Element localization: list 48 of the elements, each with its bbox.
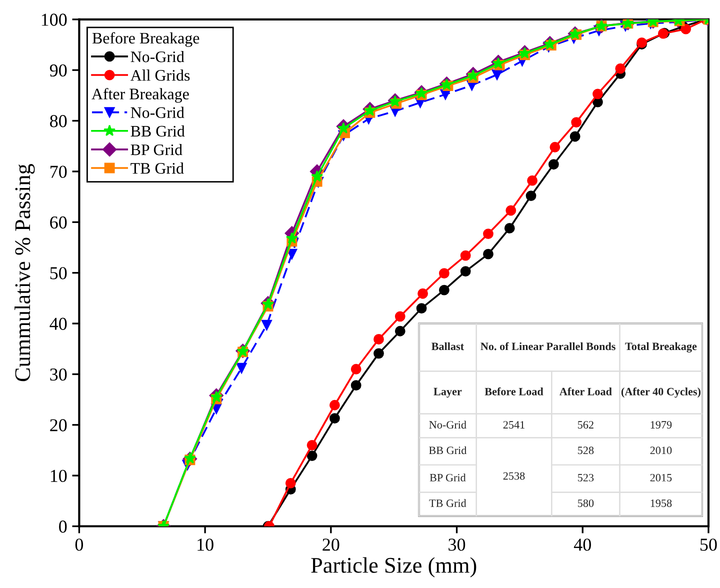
legend-label: No-Grid [130,50,184,62]
annotation: Layer [434,388,462,398]
annotation: BP Grid [430,474,466,482]
annotation: 2541 [503,421,524,429]
y-axis-title: Cummulative % Passing [14,164,35,382]
annotation: After Breakage [92,88,189,103]
annotation: BB Grid [429,446,467,454]
y-tick-label: 50 [50,267,67,280]
y-tick-label: 30 [50,368,67,381]
y-tick-label: 60 [50,216,67,229]
y-tick-label: 70 [50,166,67,178]
annotation: 528 [578,446,594,454]
annotation: 2010 [650,446,672,454]
annotation: No. of Linear Parallel Bonds [480,342,616,350]
annotation: No-Grid [429,420,466,429]
x-tick-label: 10 [198,538,214,551]
y-tick-label: 40 [50,318,67,330]
annotation: 523 [578,474,594,482]
y-tick-label: 80 [50,115,67,128]
x-tick-label: 20 [322,538,340,551]
legend-label: BP Grid [130,144,182,156]
annotation: 562 [578,421,594,429]
y-tick-label: 100 [42,14,67,26]
legend-title: Before Breakage [92,32,200,47]
annotation: (After 40 Cycles) [621,387,700,398]
x-tick-label: 30 [448,538,466,551]
x-tick-label: 40 [574,538,591,551]
annotation: Ballast [432,342,464,350]
legend-label: BB Grid [130,125,185,137]
y-tick-label: 20 [50,419,67,432]
y-tick-label: 0 [59,520,67,533]
y-tick-label: 10 [50,470,67,482]
annotation: 1958 [650,499,672,507]
annotation: 2538 [503,472,525,480]
annotation: Before Load [484,387,544,396]
x-tick-label: 0 [75,538,84,551]
y-tick-label: 90 [50,64,67,77]
annotation: 2015 [650,474,672,482]
legend-label: All Grids [130,70,190,81]
annotation: 1979 [650,421,672,429]
annotation: Total Breakage [625,342,697,352]
annotation: TB Grid [429,499,466,507]
annotation: After Load [560,387,612,396]
x-axis-title: Particle Size (mm) [311,557,476,578]
annotation: 580 [578,499,594,507]
x-tick-label: 50 [700,538,717,551]
legend-label: TB Grid [130,162,184,174]
legend-label: No-Grid [130,106,184,118]
